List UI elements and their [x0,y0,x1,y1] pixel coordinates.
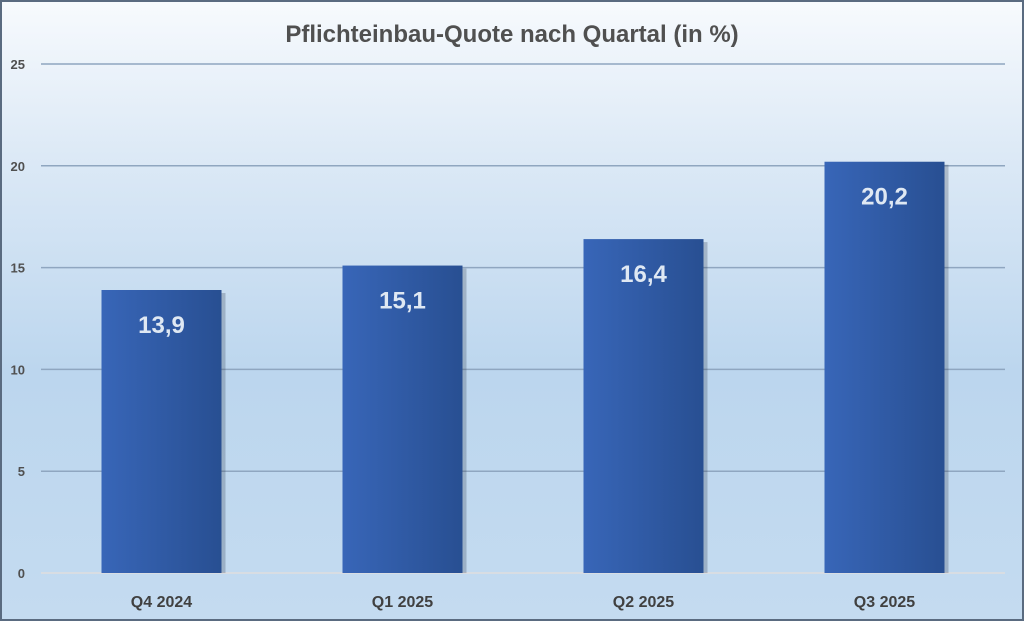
y-tick-label: 15 [11,261,25,276]
chart-title: Pflichteinbau-Quote nach Quartal (in %) [285,21,738,48]
data-label: 13,9 [138,312,185,339]
x-tick-label: Q4 2024 [131,594,192,611]
x-tick-label: Q1 2025 [372,594,433,611]
bar [583,239,704,573]
x-tick-label: Q3 2025 [854,594,915,611]
y-tick-label: 5 [18,464,25,479]
y-tick-label: 25 [11,57,25,72]
y-tick-label: 10 [11,362,25,377]
bar [824,161,945,573]
bar [101,289,222,573]
y-tick-label: 20 [11,159,25,174]
data-label: 20,2 [861,184,908,211]
data-label: 15,1 [379,288,426,315]
data-label: 16,4 [620,261,667,288]
y-tick-label: 0 [18,566,25,581]
bar [342,265,463,573]
x-tick-label: Q2 2025 [613,594,674,611]
